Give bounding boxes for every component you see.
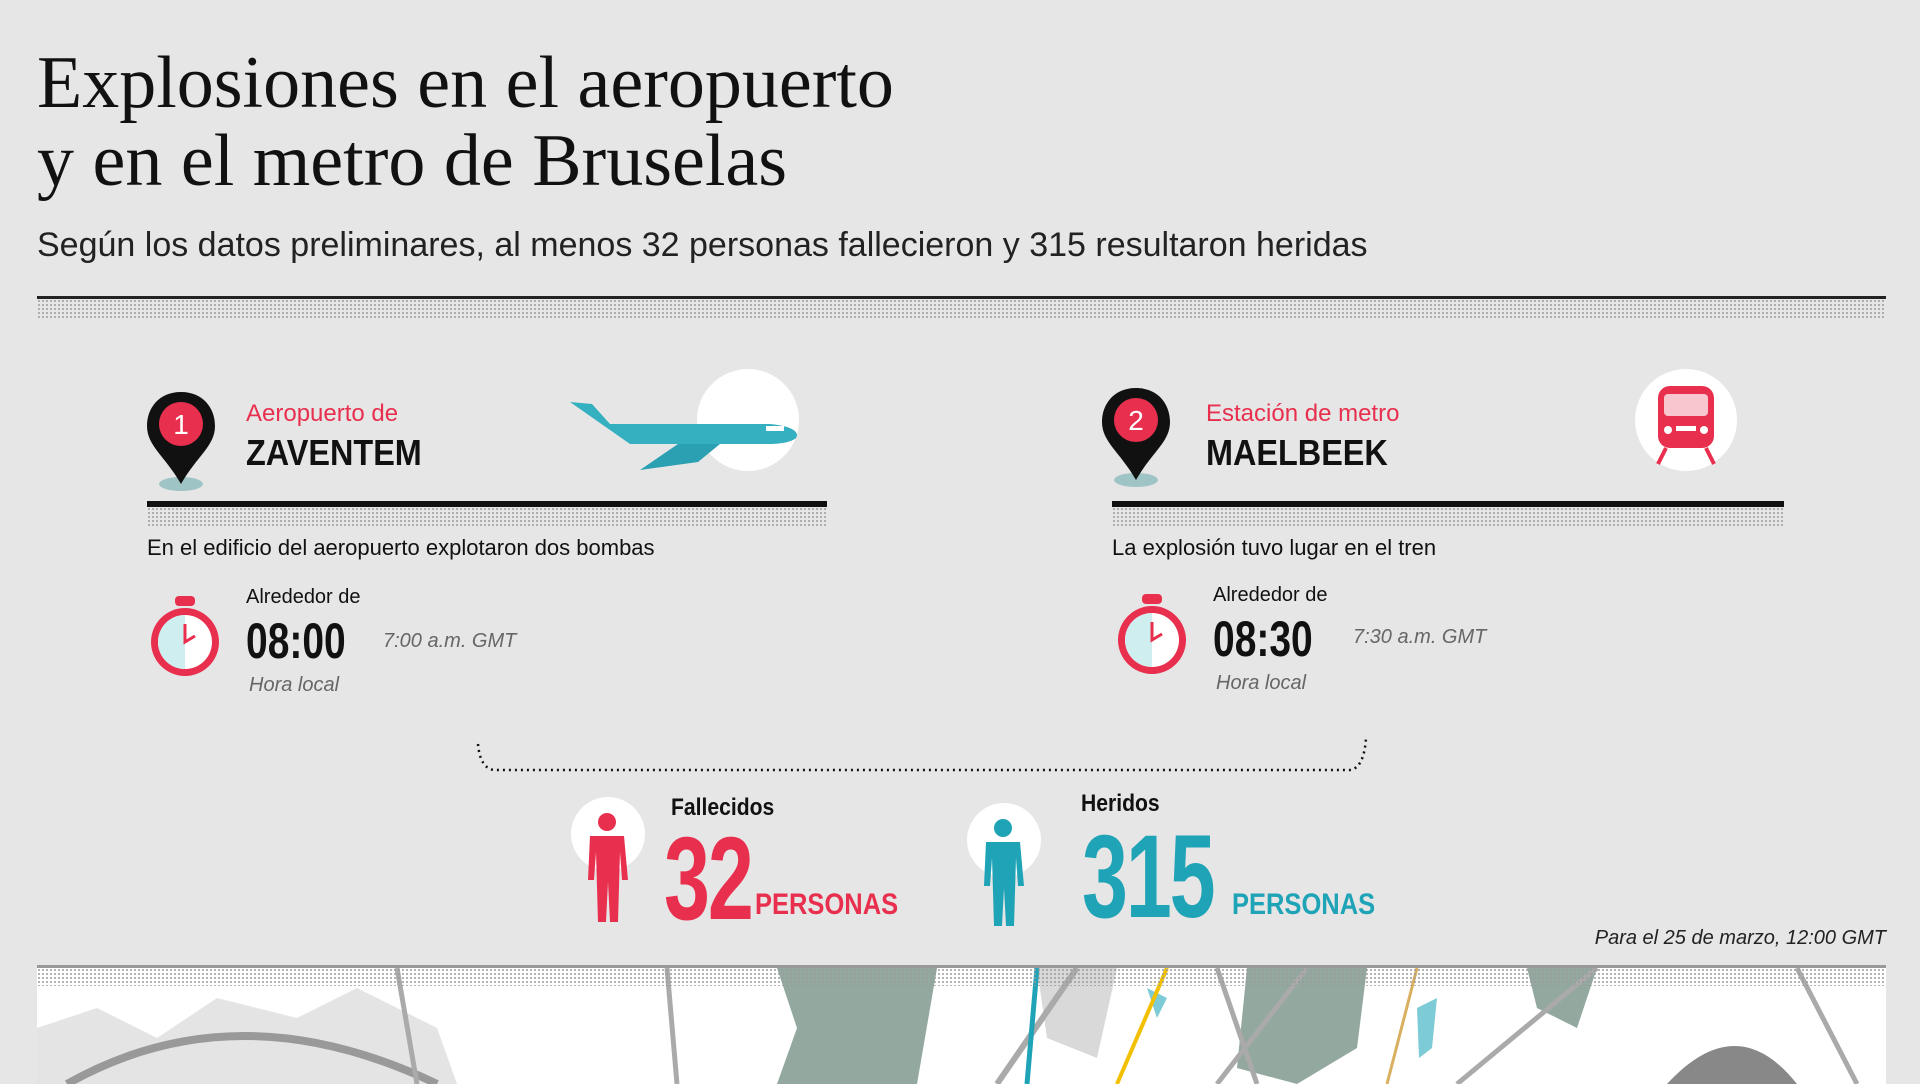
location-description: En el edificio del aeropuerto explotaron… <box>147 535 655 560</box>
local-time: 08:30 <box>1213 611 1313 667</box>
injured-unit: PERSONAS <box>1232 888 1376 921</box>
location-kicker: Estación de metro <box>1206 400 1400 427</box>
map <box>37 968 1886 1084</box>
divider-pattern <box>37 299 1886 319</box>
dead-unit: PERSONAS <box>755 888 899 921</box>
divider <box>37 296 1886 299</box>
map-pattern <box>37 968 1886 986</box>
dead-label: Fallecidos <box>671 794 775 821</box>
subtitle: Según los datos preliminares, al menos 3… <box>37 226 1368 264</box>
around-label: Alrededor de <box>1213 584 1328 606</box>
location-name: MAELBEEK <box>1206 432 1388 473</box>
section-line <box>147 501 827 507</box>
dotted-bracket <box>476 737 1368 772</box>
section-pattern <box>147 507 827 527</box>
stopwatch-icon <box>1118 594 1186 674</box>
svg-text:2: 2 <box>1128 405 1144 436</box>
gmt-time: 7:00 a.m. GMT <box>383 630 517 652</box>
local-time-label: Hora local <box>1216 672 1307 694</box>
map-border <box>37 965 1886 968</box>
injured-label: Heridos <box>1081 790 1160 817</box>
person-injured-icon <box>967 803 1041 926</box>
person-dead-icon <box>571 797 645 922</box>
svg-text:1: 1 <box>173 409 189 440</box>
stopwatch-icon <box>151 596 219 676</box>
location-description: La explosión tuvo lugar en el tren <box>1112 535 1437 560</box>
airplane-icon <box>570 369 799 471</box>
map-pin-icon: 2 <box>1102 388 1170 487</box>
gmt-time: 7:30 a.m. GMT <box>1353 626 1487 648</box>
dead-count: 32 <box>664 813 754 945</box>
title-line-1: Explosiones en el aeropuerto <box>37 42 894 124</box>
metro-train-icon <box>1635 369 1737 471</box>
location-kicker: Aeropuerto de <box>246 400 399 427</box>
local-time: 08:00 <box>246 613 346 669</box>
title-line-2: y en el metro de Bruselas <box>37 120 788 202</box>
map-pin-icon: 1 <box>147 392 215 491</box>
injured-count: 315 <box>1082 811 1216 943</box>
section-line <box>1112 501 1784 507</box>
section-pattern <box>1112 507 1784 527</box>
page-title: Explosiones en el aeropuerto y en el met… <box>37 44 894 200</box>
around-label: Alrededor de <box>246 586 361 608</box>
footnote: Para el 25 de marzo, 12:00 GMT <box>1594 927 1886 949</box>
local-time-label: Hora local <box>249 674 340 696</box>
location-name: ZAVENTEM <box>246 432 422 473</box>
